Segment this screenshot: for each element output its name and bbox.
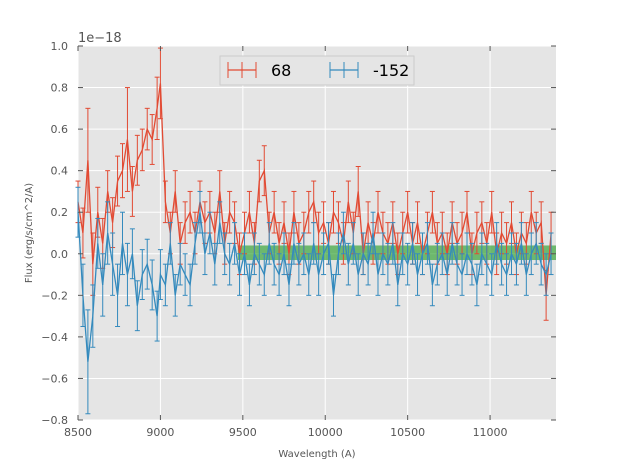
axis-ticks: 8500 9000 9500 10000 10500 11000 −0.8 −0.6 −0.4 −… (41, 40, 556, 439)
x-axis-label: Wavelength (A) (278, 449, 355, 460)
y-offset-label: 1e−18 (78, 31, 122, 46)
y-tick-label: 0.6 (51, 123, 69, 136)
series-line (77, 212, 552, 362)
legend-items: 68 -152 (227, 61, 409, 80)
x-tick-label: 9000 (146, 426, 174, 439)
y-tick-label: 0.8 (51, 82, 69, 95)
x-tick-label: 9500 (229, 426, 257, 439)
y-tick-label: −0.8 (41, 414, 68, 427)
y-tick-label: −0.2 (41, 289, 68, 302)
y-tick-label: 0.4 (51, 165, 69, 178)
x-tick-label: 11000 (473, 426, 508, 439)
y-tick-label: −0.6 (41, 372, 68, 385)
legend-item-1: -152 (329, 61, 409, 80)
legend-item-0: 68 (227, 61, 291, 80)
series-1 (75, 186, 554, 415)
x-tick-label: 8500 (64, 426, 92, 439)
legend-label: -152 (373, 61, 409, 80)
series-layer (75, 47, 554, 415)
y-tick-label: 0.2 (51, 206, 69, 219)
legend-label: 68 (271, 61, 291, 80)
y-tick-label: 1.0 (51, 40, 69, 53)
x-tick-label: 10500 (390, 426, 425, 439)
legend: 68 -152 (219, 55, 415, 86)
y-tick-label: 0.0 (51, 248, 69, 261)
y-tick-label: −0.4 (41, 331, 68, 344)
x-tick-label: 10000 (308, 426, 343, 439)
y-axis-label: Flux (erg/s/cm^2/A) (24, 183, 35, 283)
